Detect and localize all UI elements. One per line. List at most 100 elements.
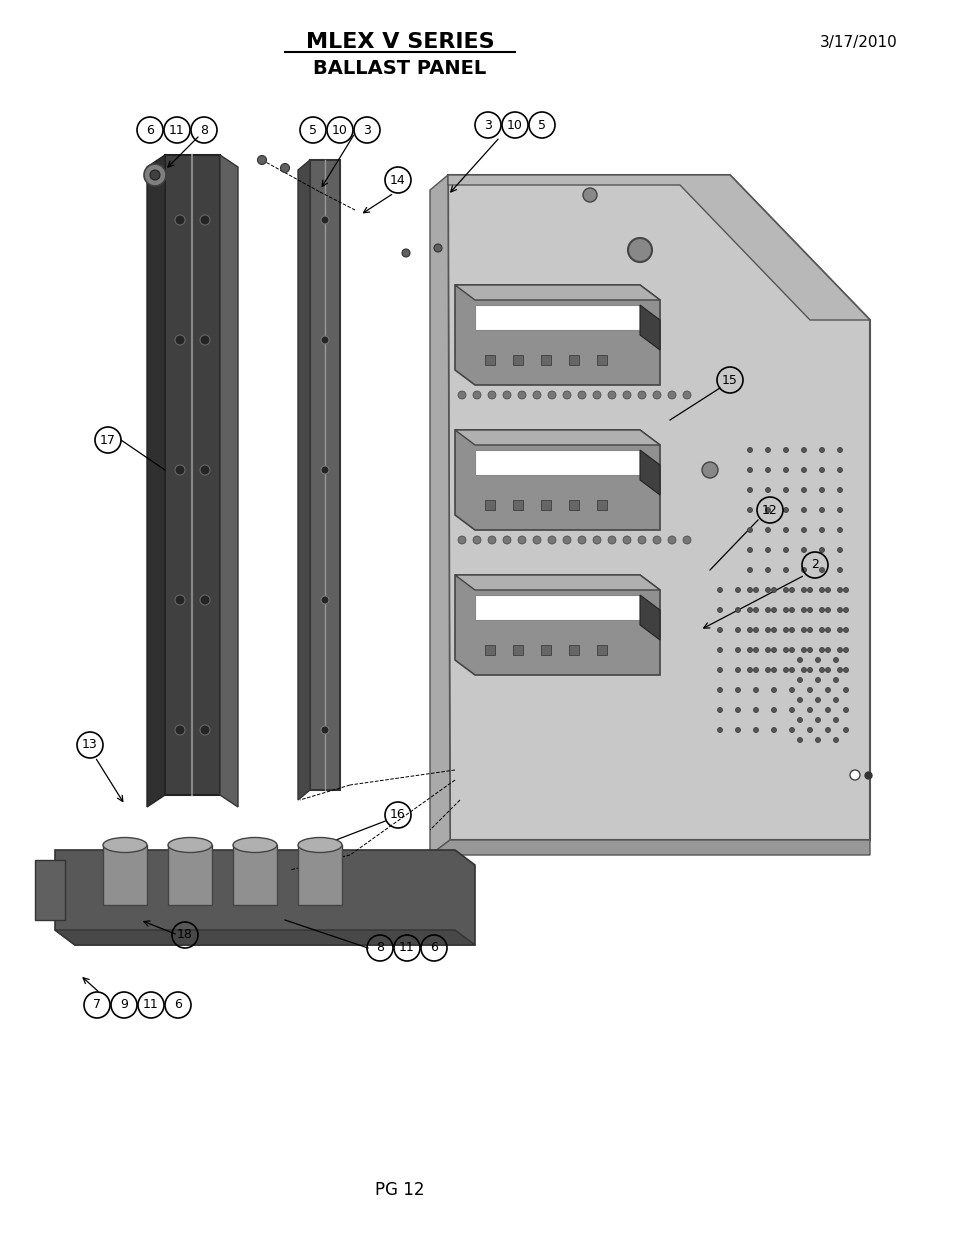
Bar (568, 645, 578, 655)
Text: 9: 9 (120, 999, 128, 1011)
Circle shape (797, 657, 801, 662)
Polygon shape (168, 845, 212, 905)
Circle shape (782, 447, 788, 452)
Text: 2: 2 (810, 558, 818, 572)
Circle shape (747, 588, 752, 593)
Text: 15: 15 (721, 373, 738, 387)
Circle shape (747, 568, 752, 573)
Circle shape (837, 547, 841, 552)
Circle shape (735, 627, 740, 632)
Circle shape (824, 608, 830, 613)
Circle shape (842, 667, 847, 673)
Circle shape (824, 667, 830, 673)
Bar (540, 354, 551, 366)
Circle shape (638, 536, 645, 543)
Circle shape (607, 536, 616, 543)
Circle shape (627, 238, 651, 262)
Circle shape (735, 727, 740, 732)
Circle shape (782, 608, 788, 613)
Circle shape (789, 667, 794, 673)
Circle shape (735, 688, 740, 693)
Circle shape (771, 688, 776, 693)
Circle shape (782, 568, 788, 573)
Circle shape (842, 588, 847, 593)
Circle shape (771, 588, 776, 593)
Circle shape (815, 698, 820, 703)
Circle shape (753, 608, 758, 613)
Circle shape (837, 647, 841, 652)
Polygon shape (455, 285, 659, 385)
Circle shape (819, 608, 823, 613)
Circle shape (717, 608, 721, 613)
Bar (568, 354, 578, 366)
Circle shape (837, 527, 841, 532)
Circle shape (849, 769, 859, 781)
Polygon shape (455, 285, 659, 300)
Circle shape (717, 727, 721, 732)
Circle shape (806, 588, 812, 593)
Circle shape (837, 447, 841, 452)
Text: 5: 5 (537, 119, 545, 131)
Circle shape (782, 627, 788, 632)
Circle shape (578, 536, 585, 543)
Circle shape (764, 547, 770, 552)
Circle shape (280, 163, 289, 173)
Polygon shape (103, 845, 147, 905)
Circle shape (747, 508, 752, 513)
Polygon shape (233, 845, 276, 905)
Circle shape (837, 667, 841, 673)
Circle shape (789, 588, 794, 593)
Polygon shape (430, 840, 869, 855)
Circle shape (842, 608, 847, 613)
Circle shape (320, 466, 329, 474)
Circle shape (753, 688, 758, 693)
Text: 8: 8 (200, 124, 208, 137)
Polygon shape (297, 161, 310, 800)
Circle shape (174, 466, 185, 475)
Circle shape (200, 335, 210, 345)
Circle shape (747, 488, 752, 493)
Circle shape (753, 647, 758, 652)
Circle shape (764, 468, 770, 473)
Polygon shape (455, 576, 659, 676)
Circle shape (801, 447, 805, 452)
Circle shape (652, 536, 660, 543)
Circle shape (801, 468, 805, 473)
Circle shape (819, 647, 823, 652)
Circle shape (797, 718, 801, 722)
Polygon shape (639, 305, 659, 350)
Circle shape (797, 678, 801, 683)
Bar (597, 354, 606, 366)
Circle shape (150, 170, 160, 180)
Circle shape (837, 627, 841, 632)
Bar (568, 500, 578, 510)
Circle shape (782, 527, 788, 532)
Circle shape (842, 647, 847, 652)
Polygon shape (55, 930, 475, 945)
Circle shape (782, 667, 788, 673)
Circle shape (457, 536, 465, 543)
Circle shape (764, 508, 770, 513)
Circle shape (200, 466, 210, 475)
Circle shape (837, 468, 841, 473)
Circle shape (667, 391, 676, 399)
Circle shape (801, 588, 805, 593)
Circle shape (789, 727, 794, 732)
Circle shape (622, 391, 630, 399)
Circle shape (806, 667, 812, 673)
Circle shape (747, 667, 752, 673)
Circle shape (806, 727, 812, 732)
Circle shape (753, 667, 758, 673)
Circle shape (200, 215, 210, 225)
Circle shape (815, 718, 820, 722)
Circle shape (652, 391, 660, 399)
Polygon shape (455, 430, 659, 530)
Bar (484, 500, 495, 510)
Circle shape (797, 698, 801, 703)
Circle shape (717, 667, 721, 673)
Circle shape (735, 647, 740, 652)
Circle shape (806, 627, 812, 632)
Polygon shape (475, 305, 639, 330)
Bar (484, 354, 495, 366)
Circle shape (488, 536, 496, 543)
